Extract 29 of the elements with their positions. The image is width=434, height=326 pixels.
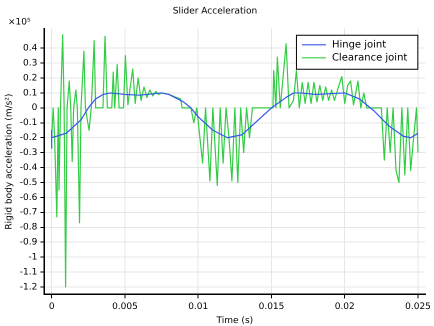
x-tick-label: 0.02 bbox=[334, 302, 355, 312]
y-tick-label: -0.2 bbox=[20, 133, 38, 144]
y-tick-label: -0.7 bbox=[20, 208, 38, 218]
y-tick-label: -0.1 bbox=[20, 118, 38, 128]
x-tick-label: 0.01 bbox=[188, 302, 208, 312]
y-tick-label: -0.5 bbox=[20, 178, 38, 188]
legend-label: Hinge joint bbox=[332, 39, 386, 50]
y-tick-label: 0 bbox=[32, 103, 38, 114]
y-tick-label: -1.1 bbox=[20, 267, 38, 278]
y-tick-label: -0.9 bbox=[20, 238, 38, 248]
y-tick-label: 0.1 bbox=[23, 88, 38, 98]
x-tick-label: 0 bbox=[48, 302, 55, 312]
y-axis-title: Rigid body acceleration (m/s²) bbox=[4, 94, 15, 230]
y-tick-label: 0.3 bbox=[23, 58, 38, 68]
y-tick-label: 0.4 bbox=[23, 44, 38, 54]
text: ×10⁵ bbox=[8, 18, 31, 28]
y-tick-label: -0.3 bbox=[20, 148, 38, 158]
y-tick-label: 0.2 bbox=[23, 73, 38, 84]
y-tick-label: -0.8 bbox=[20, 222, 38, 233]
legend-label: Clearance joint bbox=[332, 52, 408, 64]
chart-title: Slider Acceleration bbox=[172, 6, 258, 17]
y-tick-label: -1 bbox=[28, 252, 38, 262]
x-tick-label: 0.025 bbox=[405, 302, 431, 312]
y-tick-label: -0.6 bbox=[20, 192, 38, 203]
y-tick-label: -0.4 bbox=[20, 162, 38, 173]
y-tick-label: -1.2 bbox=[20, 282, 38, 292]
x-tick-label: 0.015 bbox=[258, 302, 284, 312]
x-tick-label: 0.005 bbox=[112, 302, 138, 312]
x-axis-title: Time (s) bbox=[216, 316, 254, 326]
